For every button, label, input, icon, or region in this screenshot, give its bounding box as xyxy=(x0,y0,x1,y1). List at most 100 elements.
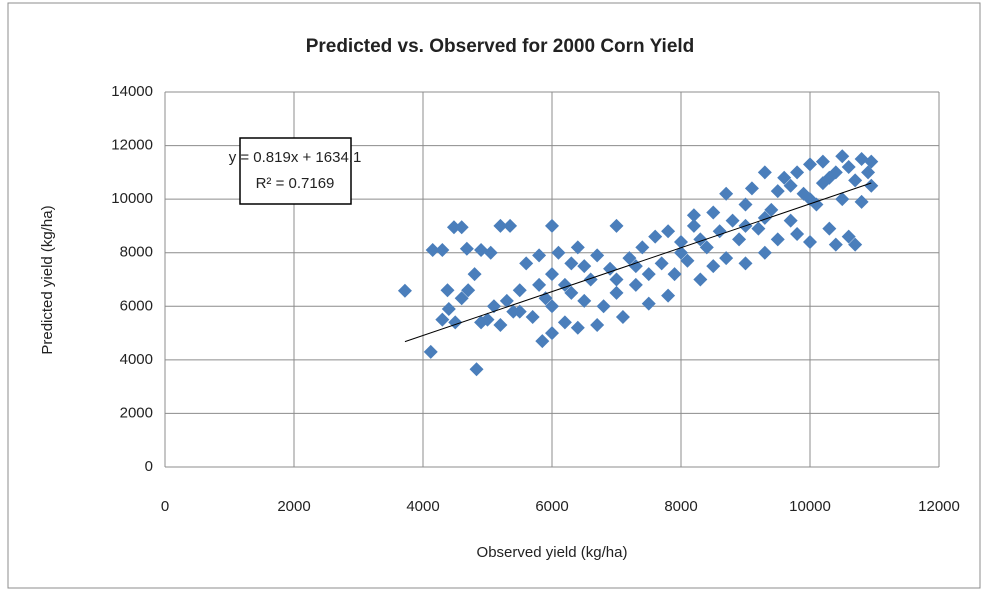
data-point xyxy=(570,320,585,335)
y-tick-label: 12000 xyxy=(111,137,153,154)
x-tick-label: 10000 xyxy=(789,498,831,515)
data-point xyxy=(790,226,805,241)
data-point xyxy=(699,240,714,255)
data-point xyxy=(590,318,605,333)
trendline xyxy=(404,182,872,343)
data-point xyxy=(545,267,559,282)
data-point xyxy=(864,154,879,169)
data-point xyxy=(628,277,643,292)
data-point xyxy=(732,232,747,247)
data-point xyxy=(493,218,508,233)
data-point xyxy=(770,232,785,247)
data-point xyxy=(822,221,837,236)
data-point xyxy=(667,267,682,282)
y-tick-label: 14000 xyxy=(111,83,153,100)
data-point xyxy=(738,256,753,271)
x-tick-label: 12000 xyxy=(918,498,960,515)
data-point xyxy=(454,220,469,235)
data-point xyxy=(719,251,734,266)
data-point xyxy=(854,194,869,209)
data-point xyxy=(803,157,817,172)
chart-title: Predicted vs. Observed for 2000 Corn Yie… xyxy=(306,36,695,57)
data-point xyxy=(757,165,772,180)
data-point xyxy=(454,291,469,306)
data-point xyxy=(441,301,456,316)
data-point xyxy=(435,243,450,258)
data-point xyxy=(712,224,727,239)
x-axis-label: Observed yield (kg/ha) xyxy=(477,544,628,561)
data-point xyxy=(803,235,817,249)
x-tick-label: 6000 xyxy=(535,498,568,515)
data-point xyxy=(577,259,592,274)
data-point xyxy=(483,245,498,260)
data-point xyxy=(661,224,676,239)
data-point xyxy=(532,248,547,263)
x-tick-label: 0 xyxy=(161,498,169,515)
data-point xyxy=(535,334,550,349)
data-point xyxy=(770,184,785,199)
data-point xyxy=(440,283,455,298)
data-point xyxy=(577,293,592,308)
data-point xyxy=(512,304,527,319)
data-point xyxy=(467,267,482,282)
data-point xyxy=(706,259,721,274)
y-tick-label: 8000 xyxy=(120,244,153,261)
x-tick-label: 2000 xyxy=(277,498,310,515)
data-point xyxy=(777,170,792,185)
data-point xyxy=(738,197,753,212)
data-point xyxy=(783,213,798,228)
data-point xyxy=(545,218,559,233)
data-point xyxy=(783,178,798,193)
data-point xyxy=(461,283,476,298)
data-point xyxy=(861,165,876,180)
data-point xyxy=(557,315,572,330)
data-point xyxy=(757,210,772,225)
data-point xyxy=(469,362,484,377)
data-point xyxy=(493,318,508,333)
data-point xyxy=(480,312,495,327)
trendline-equation: y = 0.819x + 1634.1 xyxy=(229,149,362,166)
data-point xyxy=(570,240,585,255)
data-point xyxy=(545,299,559,314)
data-point xyxy=(693,272,708,287)
y-tick-label: 4000 xyxy=(120,351,153,368)
data-point xyxy=(841,160,856,174)
data-point xyxy=(790,165,805,180)
data-point xyxy=(609,218,624,233)
data-point xyxy=(725,213,740,228)
data-point xyxy=(648,229,663,244)
data-point xyxy=(564,256,579,271)
data-point xyxy=(603,261,618,276)
data-point xyxy=(615,310,630,324)
y-tick-label: 2000 xyxy=(120,404,153,421)
data-point xyxy=(525,310,540,324)
y-tick-label: 0 xyxy=(145,458,153,475)
data-point xyxy=(848,237,863,252)
data-point xyxy=(835,192,850,207)
equation-box xyxy=(239,137,352,205)
y-tick-label: 10000 xyxy=(111,190,153,207)
data-point xyxy=(459,241,474,256)
data-point xyxy=(757,245,772,260)
x-tick-label: 4000 xyxy=(406,498,439,515)
data-point xyxy=(744,181,759,196)
data-point xyxy=(815,154,830,169)
data-point xyxy=(551,245,566,260)
data-point xyxy=(641,296,656,311)
data-point xyxy=(751,221,766,236)
data-point xyxy=(532,277,547,292)
data-point xyxy=(674,235,688,249)
data-point xyxy=(446,220,461,235)
data-point xyxy=(583,272,598,287)
data-point xyxy=(661,288,676,303)
x-tick-label: 8000 xyxy=(664,498,697,515)
data-point xyxy=(435,312,450,327)
data-point xyxy=(822,170,837,185)
data-point xyxy=(635,240,650,255)
chart-border xyxy=(7,2,981,589)
data-point xyxy=(590,248,605,263)
data-point xyxy=(628,259,643,274)
data-point xyxy=(848,173,863,188)
